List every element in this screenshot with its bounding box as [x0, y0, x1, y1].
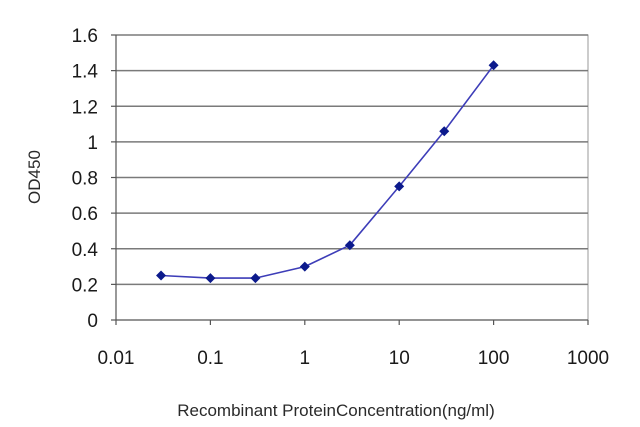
- series-0-point-5: [394, 181, 405, 192]
- series-0-point-7: [488, 60, 499, 71]
- y-tick-label-5: 1: [87, 133, 98, 154]
- series-0-point-3: [299, 261, 310, 272]
- series-0-line: [160, 64, 495, 279]
- series-0-point-0: [156, 270, 167, 281]
- y-axis-title: OD450: [25, 150, 44, 204]
- series-layer: [156, 60, 499, 284]
- y-tick-label-2: 0.4: [72, 240, 99, 261]
- y-tick-label-3: 0.6: [72, 204, 98, 225]
- series-0-point-6: [439, 126, 450, 137]
- y-tick-label-1: 0.2: [72, 275, 98, 296]
- x-axis-tick-labels: 0.01 0.1 1 10 100 1000: [98, 348, 610, 369]
- x-tick-label-0: 0.01: [98, 348, 135, 369]
- y-tick-label-8: 1.6: [72, 26, 98, 47]
- horizontal-grid-lines: [116, 34, 588, 286]
- x-tick-label-4: 100: [478, 348, 510, 369]
- y-tick-label-7: 1.4: [72, 62, 99, 83]
- y-axis-tick-labels: 0 0.2 0.4 0.6 0.8 1 1.2 1.4 1.6: [72, 26, 99, 332]
- y-tick-label-4: 0.8: [72, 169, 98, 190]
- y-tick-label-6: 1.2: [72, 97, 98, 118]
- x-tick-label-1: 0.1: [197, 348, 223, 369]
- series-0-point-1: [205, 273, 216, 284]
- x-tick-label-2: 1: [300, 348, 311, 369]
- y-tick-label-0: 0: [87, 311, 98, 332]
- x-axis-title: Recombinant ProteinConcentration(ng/ml): [177, 401, 495, 420]
- axis-lines: [111, 34, 589, 325]
- series-0-point-2: [250, 273, 261, 284]
- series-0-point-4: [344, 240, 355, 251]
- x-tick-label-5: 1000: [567, 348, 609, 369]
- x-tick-label-3: 10: [389, 348, 410, 369]
